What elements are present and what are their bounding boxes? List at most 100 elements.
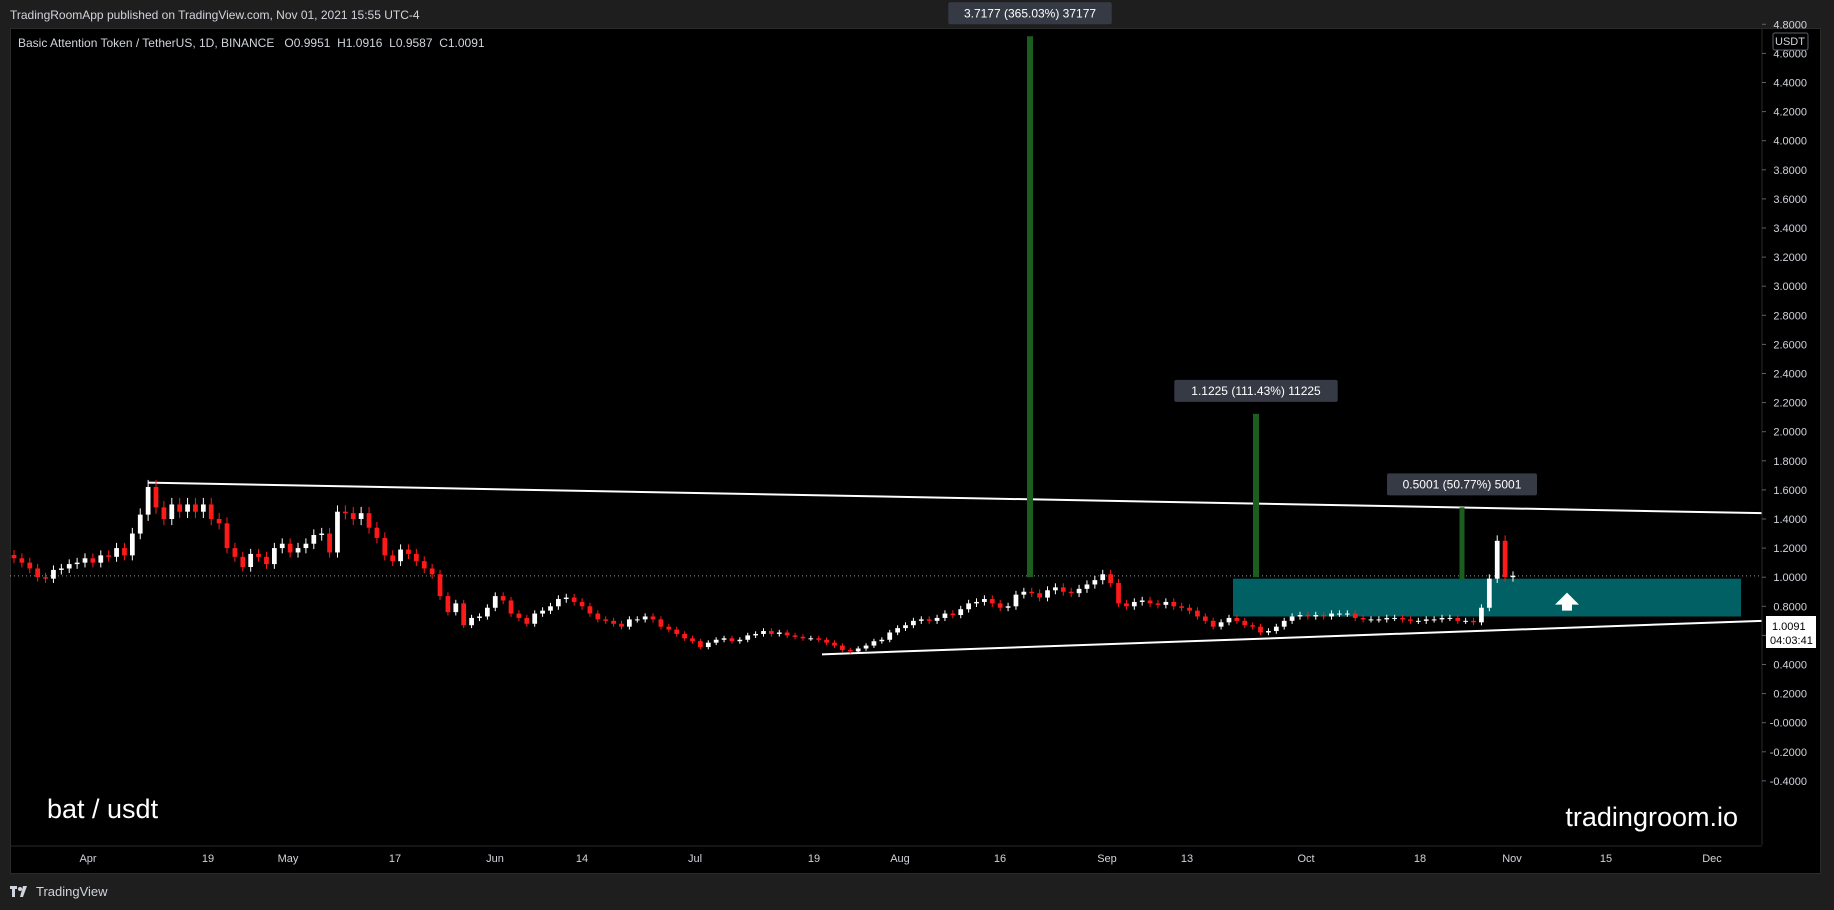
candle-body <box>129 533 135 556</box>
candle-body <box>1494 540 1500 579</box>
y-tick-label: 0.8000 <box>1773 601 1807 613</box>
x-tick-label: Nov <box>1502 853 1522 865</box>
price-range-bar[interactable] <box>1253 413 1259 578</box>
candle-body <box>398 549 403 562</box>
candle-body <box>469 617 474 626</box>
candle-body <box>1005 606 1011 608</box>
candle-body <box>674 629 680 634</box>
price-range-bar[interactable] <box>1459 507 1465 581</box>
candle-body <box>1084 584 1090 589</box>
candle-body <box>1392 617 1398 619</box>
x-tick-label: 17 <box>389 853 401 865</box>
candle-body <box>1202 616 1208 621</box>
candle-body <box>208 504 214 519</box>
candle-body <box>429 568 435 575</box>
chart-frame[interactable] <box>10 28 1821 874</box>
candle-body <box>753 633 758 636</box>
candle-body <box>871 641 877 646</box>
candle-body <box>421 561 427 569</box>
candle-body <box>145 486 151 515</box>
candle-body <box>627 619 632 627</box>
candle-body <box>579 601 585 607</box>
price-range-bar[interactable] <box>1027 36 1033 578</box>
y-tick-label: -0.2000 <box>1770 747 1807 759</box>
candle-body <box>540 610 545 614</box>
price-range-label: 1.1225 (111.43%) 11225 <box>1191 384 1321 398</box>
candle-body <box>713 639 719 643</box>
candle-body <box>587 606 593 614</box>
candle-body <box>895 628 900 633</box>
candle-body <box>500 596 506 601</box>
candle-body <box>1471 620 1476 623</box>
candle-body <box>224 523 230 549</box>
candle-body <box>1242 620 1248 626</box>
candle-body <box>19 558 25 563</box>
y-tick-label: 0.4000 <box>1773 660 1807 672</box>
x-tick-label: 19 <box>202 853 214 865</box>
candle-body <box>1360 617 1366 620</box>
candle-body <box>729 638 735 642</box>
y-tick-label: 3.2000 <box>1773 252 1807 264</box>
candle-body <box>1415 620 1421 622</box>
candle-body <box>1423 619 1429 621</box>
y-tick-label: 4.2000 <box>1773 107 1807 119</box>
price-range-label: 3.7177 (365.03%) 37177 <box>964 6 1096 20</box>
candle-body <box>1076 588 1082 594</box>
candle-body <box>374 527 380 538</box>
candle-body <box>974 601 979 604</box>
candle-body <box>1187 607 1192 611</box>
x-tick-label: 16 <box>994 853 1006 865</box>
candle-body <box>1313 615 1319 617</box>
candle-body <box>1258 626 1263 633</box>
x-tick-label: 15 <box>1600 853 1612 865</box>
y-tick-label: 3.0000 <box>1773 281 1807 293</box>
y-tick-label: 1.8000 <box>1773 456 1807 468</box>
candle-body <box>35 568 41 578</box>
candle-body <box>903 625 908 629</box>
candle-body <box>477 616 482 618</box>
y-tick-label: 1.2000 <box>1773 543 1807 555</box>
candle-body <box>1155 603 1161 605</box>
candle-body <box>1124 603 1129 607</box>
candle-body <box>942 613 948 618</box>
candle-body <box>169 504 175 519</box>
candle-body <box>682 633 687 639</box>
candle-body <box>58 568 64 570</box>
tradingview-icon <box>10 885 27 897</box>
candle-body <box>1171 601 1177 607</box>
ohlc-low: L0.9587 <box>389 36 433 50</box>
candle-body <box>185 504 190 512</box>
price-label: 1.0091 <box>1772 621 1806 633</box>
y-tick-label: 5 <box>1801 0 1807 2</box>
support-trendline[interactable] <box>821 619 1763 656</box>
candle-body <box>855 648 861 652</box>
candle-body <box>705 642 711 648</box>
tradingview-logo[interactable]: TradingView <box>10 884 108 899</box>
tradingview-brand: TradingView <box>36 884 108 899</box>
y-tick-label: -0.0000 <box>1770 718 1807 730</box>
candle-body <box>1037 593 1042 598</box>
candle-body <box>1053 587 1058 591</box>
currency-badge-box[interactable] <box>1772 32 1809 51</box>
candle-body <box>563 597 569 600</box>
y-tick-label: 3.6000 <box>1773 194 1807 206</box>
candle-body <box>390 555 396 562</box>
y-tick-label: 4.0000 <box>1773 136 1807 148</box>
candle-body <box>666 626 672 630</box>
candle-body <box>1218 622 1224 627</box>
candle-body <box>1021 591 1027 595</box>
x-tick-label: May <box>278 853 299 865</box>
candle-body <box>106 555 112 557</box>
candle-body <box>1344 613 1350 615</box>
currency-badge[interactable]: USDT <box>1775 36 1805 48</box>
candle-body <box>918 619 924 621</box>
candle-body <box>1510 575 1516 578</box>
y-tick-label: 4.6000 <box>1773 48 1807 60</box>
candle-body <box>650 616 656 620</box>
candle-body <box>847 649 853 652</box>
candle-body <box>1250 625 1256 627</box>
y-tick-label: -0.4000 <box>1770 776 1807 788</box>
resistance-trendline[interactable] <box>147 481 1763 515</box>
candle-body <box>177 504 183 512</box>
